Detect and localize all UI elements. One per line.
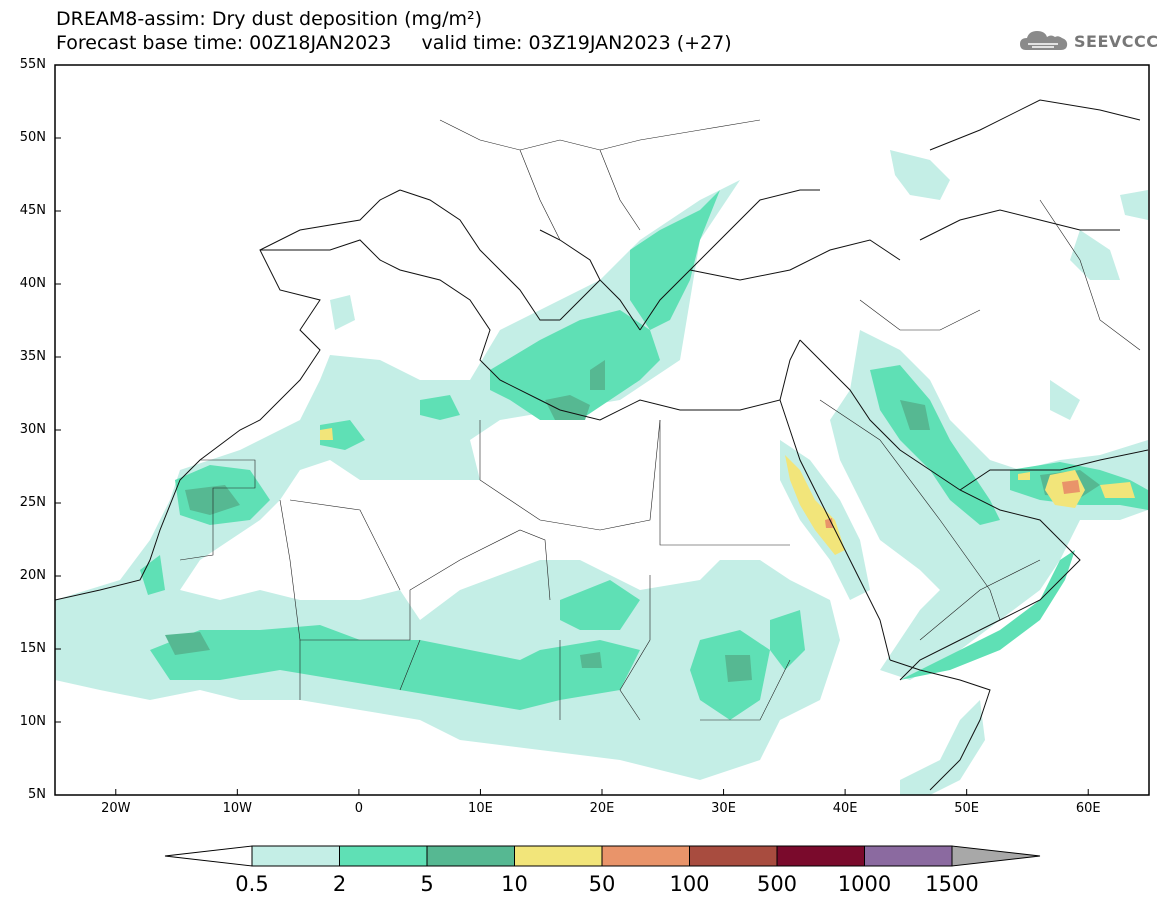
lon-label: 10E (468, 801, 493, 816)
colorbar-swatch (426, 845, 515, 867)
lon-label: 0 (354, 801, 364, 816)
colorbar-label: 50 (588, 872, 616, 896)
seevccc-logo: SEEVCCC (1018, 28, 1159, 54)
colorbar-swatch (514, 845, 603, 867)
colorbar-label: 1000 (837, 872, 892, 896)
colorbar-label: 500 (756, 872, 798, 896)
colorbar-label: 0.5 (235, 872, 269, 896)
lat-label: 55N (19, 57, 46, 72)
lat-label: 30N (19, 422, 46, 437)
coastlines (55, 99, 1149, 791)
lon-label: 40E (832, 801, 858, 816)
colorbar-label: 2 (332, 872, 347, 896)
colorbar-label: 100 (669, 872, 710, 896)
colorbar-swatch (339, 845, 428, 867)
lat-label: 5N (28, 787, 46, 802)
dust-deposition-field (55, 150, 1148, 795)
lon-label: 60E (1075, 801, 1101, 816)
axis-ticks (55, 64, 1089, 796)
lon-label: 50E (954, 801, 980, 816)
lat-label: 50N (19, 130, 46, 145)
colorbar-swatch (251, 845, 340, 867)
lon-label: 30E (711, 801, 736, 816)
lat-label: 40N (19, 276, 46, 291)
lon-label: 20W (101, 801, 131, 816)
colorbar-label: 5 (420, 872, 434, 896)
colorbar-swatch (864, 845, 953, 867)
deposition-level-50-100 (825, 480, 1080, 528)
lat-label: 25N (19, 495, 46, 510)
lat-label: 45N (19, 203, 46, 218)
lat-label: 35N (19, 349, 46, 364)
lat-label: 20N (19, 568, 46, 583)
lat-label: 10N (19, 714, 46, 729)
cloud-logo-icon (1020, 31, 1068, 50)
lat-label: 15N (19, 641, 46, 656)
colorbar-swatch (601, 845, 690, 867)
map-title: DREAM8-assim: Dry dust deposition (mg/m²… (56, 8, 483, 30)
colorbar-label: 10 (501, 872, 528, 896)
lon-label: 20E (589, 801, 615, 816)
colorbar-label: 1500 (925, 872, 979, 896)
forecast-time-subtitle: Forecast base time: 00Z18JAN2023 valid t… (56, 32, 732, 54)
colorbar (164, 845, 1041, 867)
colorbar-under-triangle (164, 845, 253, 867)
country-borders (179, 119, 1141, 721)
logo-text: SEEVCCC (1074, 31, 1159, 51)
colorbar-swatch (776, 845, 865, 867)
lon-label: 10W (222, 801, 253, 816)
colorbar-swatch (689, 845, 778, 867)
deposition-level-5-10 (165, 360, 1100, 682)
colorbar-over-triangle (951, 845, 1041, 867)
